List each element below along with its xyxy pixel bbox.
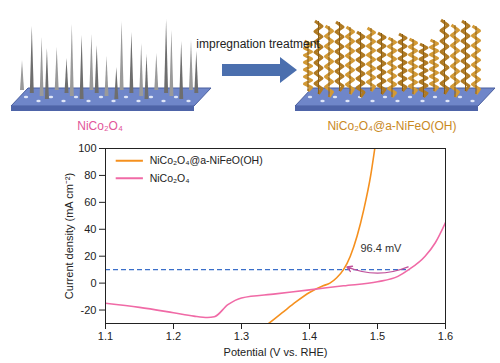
svg-text:NiCo₂O₄@a-NiFeO(OH): NiCo₂O₄@a-NiFeO(OH) [327, 119, 456, 133]
svg-text:1.3: 1.3 [234, 330, 249, 342]
svg-text:NiCo₂O₄@a-NiFeO(OH): NiCo₂O₄@a-NiFeO(OH) [150, 154, 263, 166]
svg-text:NiCo₂O₄: NiCo₂O₄ [77, 119, 123, 133]
svg-text:20: 20 [84, 250, 96, 262]
svg-text:1.6: 1.6 [438, 330, 453, 342]
svg-text:1.4: 1.4 [302, 330, 317, 342]
svg-text:Potential (V vs. RHE): Potential (V vs. RHE) [224, 346, 328, 358]
svg-text:96.4 mV: 96.4 mV [360, 242, 402, 254]
svg-text:80: 80 [84, 169, 96, 181]
svg-text:40: 40 [84, 223, 96, 235]
svg-text:impregnation treatment: impregnation treatment [196, 37, 320, 51]
svg-text:-20: -20 [81, 304, 97, 316]
svg-text:0: 0 [90, 277, 96, 289]
svg-text:Current density (mA cm⁻²): Current density (mA cm⁻²) [63, 173, 75, 299]
svg-text:1.1: 1.1 [98, 330, 113, 342]
svg-text:60: 60 [84, 196, 96, 208]
svg-text:NiCo₂O₄: NiCo₂O₄ [150, 172, 190, 184]
svg-text:1.2: 1.2 [166, 330, 181, 342]
svg-text:1.5: 1.5 [370, 330, 385, 342]
svg-text:100: 100 [78, 142, 96, 154]
